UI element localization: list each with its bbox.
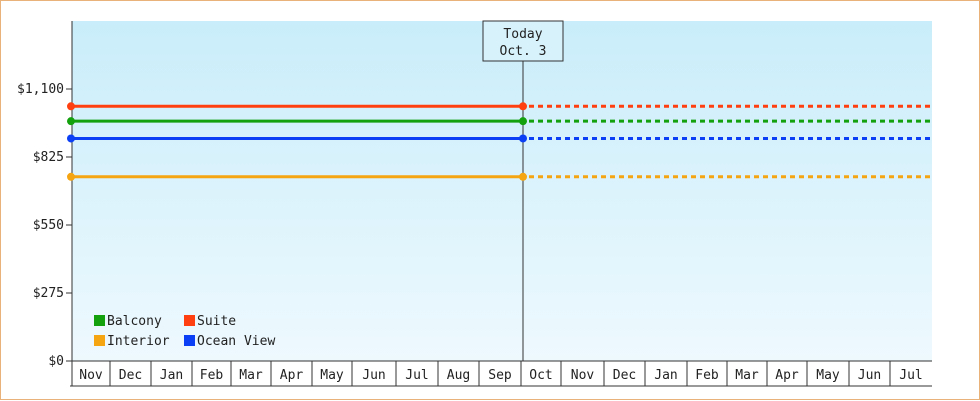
month-label: Jan: [160, 368, 183, 383]
month-label: Feb: [200, 368, 224, 383]
series-point-today: [519, 117, 527, 126]
series-point-today: [519, 172, 527, 181]
series-point-today: [519, 102, 527, 111]
month-label: Mar: [239, 368, 263, 383]
legend-label: Suite: [197, 314, 236, 329]
today-label-box: [482, 20, 564, 62]
month-label: May: [816, 368, 840, 383]
month-label: Dec: [119, 368, 142, 383]
month-label: Jan: [654, 368, 677, 383]
legend-swatch: [184, 315, 195, 326]
month-label: Apr: [775, 368, 799, 383]
month-label: Apr: [280, 368, 304, 383]
today-label-title: Today: [503, 27, 542, 42]
legend-swatch: [94, 335, 105, 346]
today-label-date: Oct. 3: [500, 44, 547, 59]
legend-label: Interior: [107, 334, 170, 349]
y-tick-label: $0: [48, 354, 64, 369]
month-label: Jun: [362, 368, 385, 383]
y-tick-label: $825: [33, 150, 64, 165]
series-point-today: [519, 134, 527, 143]
legend-label: Balcony: [107, 314, 162, 329]
month-label: Oct: [529, 368, 552, 383]
legend-swatch: [94, 315, 105, 326]
series-point-start: [67, 172, 75, 181]
legend-swatch: [184, 335, 195, 346]
month-label: Feb: [695, 368, 719, 383]
month-label: Nov: [79, 368, 103, 383]
month-label: May: [320, 368, 344, 383]
month-label: Dec: [613, 368, 636, 383]
y-tick-label: $275: [33, 286, 64, 301]
series-point-start: [67, 102, 75, 111]
y-tick-label: $1,100: [17, 82, 64, 97]
series-point-start: [67, 117, 75, 126]
month-label: Mar: [735, 368, 759, 383]
legend-label: Ocean View: [197, 334, 275, 349]
month-label: Nov: [571, 368, 595, 383]
month-label: Aug: [447, 368, 470, 383]
series-point-start: [67, 134, 75, 143]
month-label: Sep: [488, 368, 512, 383]
plot-background: [72, 21, 932, 361]
y-tick-label: $550: [33, 218, 64, 233]
month-label: Jun: [858, 368, 881, 383]
month-label: Jul: [405, 368, 428, 383]
month-label: Jul: [899, 368, 922, 383]
